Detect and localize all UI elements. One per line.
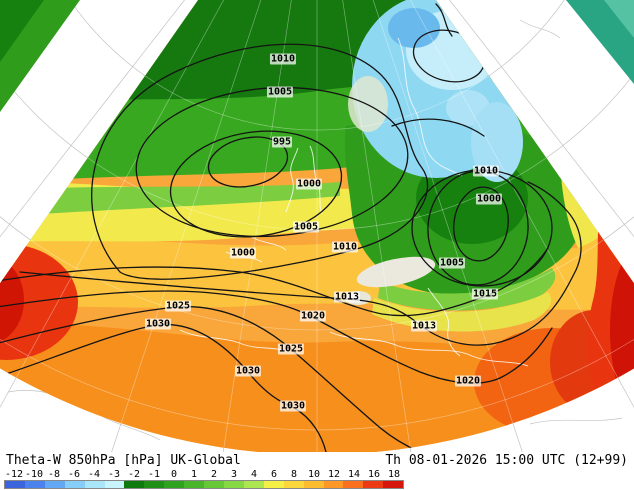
legend-color-cell — [164, 481, 185, 488]
legend-tick-row: -12 -10 -8 -6 -4 -3 -2 -1 0 1 2 3 4 6 8 10 12 14 16 18 — [4, 470, 404, 480]
legend-color-cell — [383, 481, 404, 488]
legend-color-cell — [144, 481, 165, 488]
legend-color-cell — [44, 481, 65, 488]
legend-tick: -10 — [24, 469, 44, 480]
legend-tick: 18 — [387, 469, 401, 480]
legend-tick: -12 — [4, 469, 24, 480]
legend-color-cell — [283, 481, 304, 488]
legend-color-cell — [184, 481, 205, 488]
legend-tick: -6 — [67, 469, 81, 480]
legend-color-cell — [343, 481, 364, 488]
map-title: Theta-W 850hPa [hPa] UK-Global — [6, 453, 241, 468]
legend-tick: 14 — [347, 469, 361, 480]
legend-color-cell — [223, 481, 244, 488]
legend-color-cell — [243, 481, 264, 488]
footer: Theta-W 850hPa [hPa] UK-Global Th 08-01-… — [0, 452, 634, 490]
legend-tick: -2 — [127, 469, 141, 480]
legend-color-cell — [24, 481, 45, 488]
legend-color-cell — [104, 481, 125, 488]
legend-color-cell — [84, 481, 105, 488]
map-area: 1010 1005 995 1000 1005 1000 1010 1010 1000 1005 1… — [0, 0, 634, 461]
legend-tick: 16 — [367, 469, 381, 480]
legend-color-cell — [363, 481, 384, 488]
legend-color-cell — [204, 481, 224, 488]
legend-tick: -8 — [47, 469, 61, 480]
legend-tick: -1 — [147, 469, 161, 480]
legend-color-bar — [4, 480, 404, 489]
legend-tick: 3 — [230, 469, 238, 480]
legend-color-cell — [124, 481, 145, 488]
legend-tick: 12 — [327, 469, 341, 480]
legend-tick: 4 — [250, 469, 258, 480]
isobars — [0, 3, 582, 453]
legend-color-cell — [64, 481, 85, 488]
legend-color-cell — [303, 481, 324, 488]
legend-tick: 0 — [170, 469, 178, 480]
legend-tick: 6 — [270, 469, 278, 480]
legend-tick: 1 — [190, 469, 198, 480]
legend-tick: -4 — [87, 469, 101, 480]
legend-color-cell — [323, 481, 344, 488]
legend-tick: 10 — [307, 469, 321, 480]
corner-tile-fragments — [0, 0, 634, 112]
legend-color-cell — [5, 481, 25, 488]
color-scale-legend: -12 -10 -8 -6 -4 -3 -2 -1 0 1 2 3 4 6 8 10 12 14 16 18 — [4, 470, 404, 489]
legend-tick: -3 — [107, 469, 121, 480]
weather-map — [0, 0, 634, 461]
legend-color-cell — [263, 481, 284, 488]
legend-tick: 8 — [290, 469, 298, 480]
map-datetime: Th 08-01-2026 15:00 UTC (12+99) — [385, 453, 628, 468]
titlebar: Theta-W 850hPa [hPa] UK-Global Th 08-01-… — [0, 452, 634, 469]
legend-tick: 2 — [210, 469, 218, 480]
